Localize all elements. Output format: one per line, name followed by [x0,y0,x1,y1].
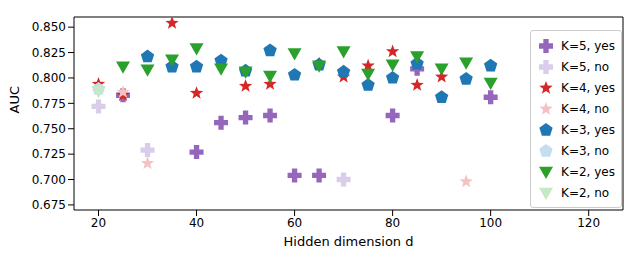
html-text:K=5, no: K=5, no [561,59,610,74]
html-text:K=2, yes: K=2, yes [561,164,615,179]
svg-text:20: 20 [91,216,106,230]
html-text:K=4, yes: K=4, yes [561,80,615,95]
svg-text:0.750: 0.750 [32,122,66,136]
svg-text:80: 80 [385,216,400,230]
svg-text:0.800: 0.800 [32,71,66,85]
svg-text:40: 40 [189,216,204,230]
html-text:K=3, yes: K=3, yes [561,122,615,137]
svg-text:0.675: 0.675 [32,198,66,212]
svg-text:0.825: 0.825 [32,46,66,60]
svg-text:AUC: AUC [8,86,22,114]
html-text:K=2, no: K=2, no [561,185,610,200]
svg-text:0.725: 0.725 [32,147,66,161]
svg-text:0.775: 0.775 [32,97,66,111]
html-text:K=3, no: K=3, no [561,143,610,158]
svg-text:120: 120 [577,216,600,230]
svg-text:100: 100 [479,216,502,230]
svg-text:0.700: 0.700 [32,173,66,187]
html-text:K=4, no: K=4, no [561,101,610,116]
html-text:K=5, yes: K=5, yes [561,38,615,53]
svg-text:0.850: 0.850 [32,20,66,34]
svg-text:Hidden dimension d: Hidden dimension d [284,234,414,249]
svg-text:60: 60 [287,216,302,230]
